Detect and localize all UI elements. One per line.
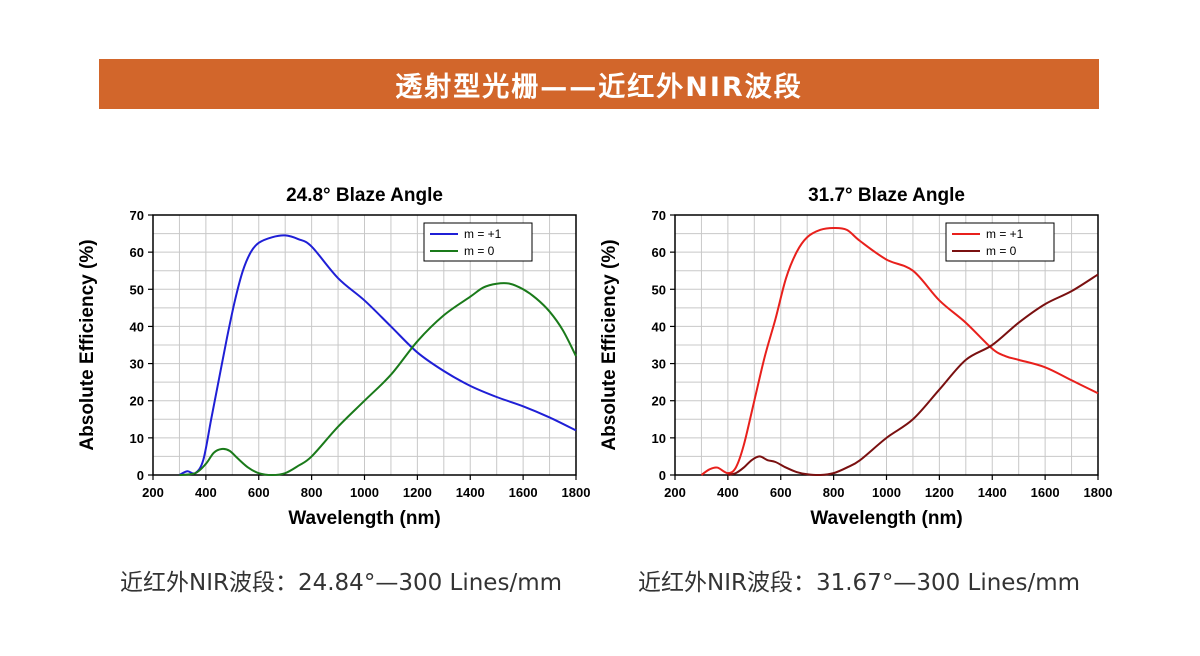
y-tick-label: 70 [130,208,144,223]
series-line-m-0 [727,273,1099,477]
series-line-m-plus-1 [178,234,577,476]
y-tick-label: 20 [130,394,144,409]
page-banner: 透射型光栅——近红外NIR波段 [99,59,1099,109]
x-tick-label: 1400 [978,485,1007,500]
y-tick-label: 0 [137,468,144,483]
banner-title: 透射型光栅——近红外NIR波段 [395,71,803,103]
y-axis-label: Absolute Efficiency (%) [599,239,620,450]
y-tick-label: 60 [652,245,666,260]
x-tick-label: 600 [770,485,792,500]
y-tick-label: 10 [130,431,144,446]
x-tick-label: 1000 [872,485,901,500]
x-tick-label: 1400 [456,485,485,500]
legend-label: m = 0 [464,244,495,258]
x-tick-label: 1000 [350,485,379,500]
y-tick-label: 50 [130,282,144,297]
legend-label: m = +1 [464,227,502,241]
x-tick-label: 200 [142,485,164,500]
legend: m = +1 m = 0 [423,222,533,262]
x-tick-label: 1600 [1031,485,1060,500]
series-line-m-plus-1 [700,226,1099,476]
series-line-m-0 [179,282,577,477]
y-tick-label: 0 [659,468,666,483]
y-tick-label: 50 [652,282,666,297]
x-tick-label: 1800 [562,485,591,500]
y-tick-label: 70 [652,208,666,223]
legend-label: m = 0 [986,244,1017,258]
x-tick-label: 400 [195,485,217,500]
x-axis-label: Wavelength (nm) [810,508,962,529]
y-tick-label: 60 [130,245,144,260]
x-tick-label: 600 [248,485,270,500]
legend-box [945,222,1055,262]
y-axis-label: Absolute Efficiency (%) [77,239,98,450]
legend-label: m = +1 [986,227,1024,241]
x-tick-label: 1600 [509,485,538,500]
y-tick-label: 20 [652,394,666,409]
caption-right: 近红外NIR波段：31.67°—300 Lines/mm [638,570,1080,596]
x-tick-label: 1200 [403,485,432,500]
x-tick-label: 1200 [925,485,954,500]
x-tick-label: 200 [664,485,686,500]
y-tick-label: 40 [130,319,144,334]
caption-left: 近红外NIR波段：24.84°—300 Lines/mm [120,570,562,596]
chart-1: 200 400 600 800 1000 1200 1400 1600 1800 0 10 20 30 4… [77,185,590,529]
x-tick-label: 400 [717,485,739,500]
y-tick-label: 40 [652,319,666,334]
legend-box [423,222,533,262]
chart-2: 200 400 600 800 1000 1200 1400 1600 1800 0 10 20 30 4… [599,185,1112,529]
x-tick-label: 800 [301,485,323,500]
legend: m = +1 m = 0 [945,222,1055,262]
y-tick-label: 30 [130,357,144,372]
x-tick-label: 1800 [1084,485,1113,500]
y-tick-label: 10 [652,431,666,446]
x-axis-label: Wavelength (nm) [288,508,440,529]
y-tick-label: 30 [652,357,666,372]
x-tick-label: 800 [823,485,845,500]
chart-title: 31.7° Blaze Angle [808,185,965,206]
chart-title: 24.8° Blaze Angle [286,185,443,206]
